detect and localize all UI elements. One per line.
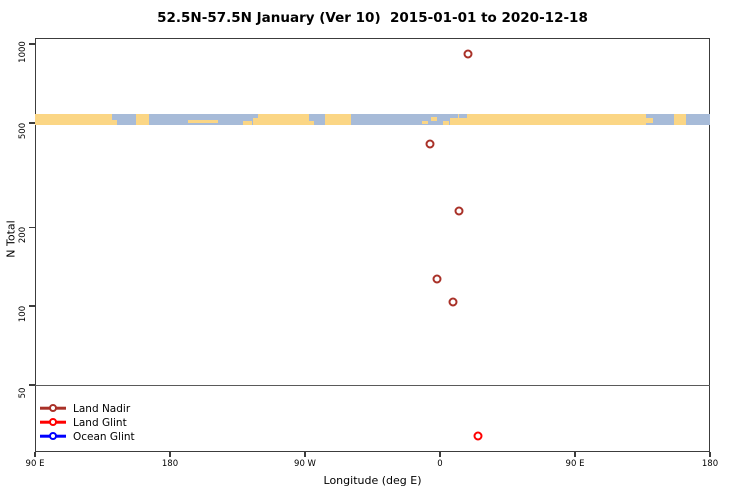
map-band-ocean-speck bbox=[253, 114, 258, 118]
map-band-ocean-segment bbox=[309, 114, 325, 125]
map-band-land-speck bbox=[431, 117, 437, 121]
data-point-land-nadir bbox=[432, 274, 442, 284]
legend-label: Ocean Glint bbox=[73, 430, 135, 443]
map-band-land-speck bbox=[243, 121, 252, 125]
map-band-ocean-segment bbox=[686, 114, 710, 125]
map-band-ocean-speck bbox=[459, 114, 467, 118]
map-band-land-speck bbox=[309, 121, 314, 125]
map-band-land-segment bbox=[253, 114, 309, 125]
x-tick-label: 90 E bbox=[25, 459, 45, 469]
y-tick-mark bbox=[29, 43, 35, 45]
x-tick-mark bbox=[709, 452, 711, 457]
map-band-land-segment bbox=[458, 114, 646, 125]
data-point-land-nadir bbox=[454, 206, 464, 216]
legend-symbol-circle bbox=[49, 432, 57, 440]
map-band-land-speck bbox=[450, 118, 458, 125]
map-band-ocean-segment bbox=[112, 114, 136, 125]
map-band-land-segment bbox=[674, 114, 686, 125]
map-band-land-segment bbox=[136, 114, 149, 125]
map-band-land-speck bbox=[422, 121, 428, 124]
data-point-land-nadir bbox=[425, 139, 435, 149]
legend-symbol-circle bbox=[49, 418, 57, 426]
y-tick-mark bbox=[29, 226, 35, 228]
map-band-land-speck bbox=[188, 120, 218, 123]
chart-title: 52.5N-57.5N January (Ver 10) 2015-01-01 … bbox=[157, 10, 588, 26]
legend-label: Land Nadir bbox=[73, 402, 131, 415]
map-band-ocean-segment bbox=[351, 114, 458, 125]
plot-area bbox=[35, 38, 710, 452]
map-band-land-segment bbox=[325, 114, 351, 125]
reference-line bbox=[35, 384, 710, 387]
y-tick-label-text: 100 bbox=[18, 305, 28, 323]
map-band-land-speck bbox=[646, 118, 653, 123]
legend-symbol-circle bbox=[49, 404, 57, 412]
y-tick-mark bbox=[29, 384, 35, 386]
x-tick-label: 0 bbox=[437, 459, 443, 469]
data-point-land-nadir bbox=[463, 49, 473, 59]
x-tick-mark bbox=[574, 452, 576, 457]
legend-label: Land Glint bbox=[73, 416, 127, 429]
x-axis-title: Longitude (deg E) bbox=[323, 474, 422, 487]
data-point-land-glint bbox=[473, 431, 483, 441]
x-tick-label: 90 E bbox=[565, 459, 585, 469]
x-tick-label: 180 bbox=[161, 459, 179, 469]
map-band-land-speck bbox=[443, 121, 449, 125]
x-tick-mark bbox=[34, 452, 36, 457]
y-tick-mark bbox=[29, 305, 35, 307]
y-tick-mark bbox=[29, 122, 35, 124]
y-tick-label-text: 1000 bbox=[18, 41, 28, 63]
map-band-ocean-segment bbox=[646, 114, 674, 125]
map-band-land-segment bbox=[35, 114, 112, 125]
data-point-land-nadir bbox=[448, 297, 458, 306]
x-tick-mark bbox=[304, 452, 306, 457]
x-tick-mark bbox=[169, 452, 171, 457]
x-tick-mark bbox=[439, 452, 441, 457]
y-tick-label-text: 200 bbox=[18, 227, 28, 244]
x-tick-label: 180 bbox=[701, 459, 719, 469]
x-tick-label: 90 W bbox=[294, 459, 316, 469]
map-band-ocean-segment bbox=[149, 114, 253, 125]
y-tick-label-text: 500 bbox=[18, 122, 28, 139]
y-tick-label-text: 50 bbox=[18, 387, 28, 399]
map-band-land-speck bbox=[112, 120, 117, 125]
